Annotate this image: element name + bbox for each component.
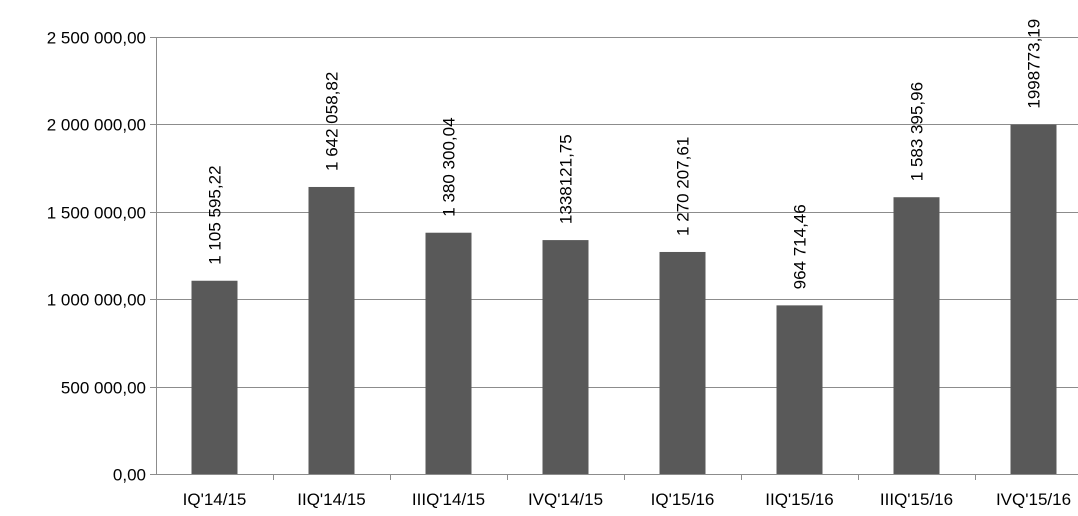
bar: [893, 197, 940, 474]
x-tick-label: IVQ'14/15: [528, 490, 603, 509]
bar: [659, 251, 706, 474]
y-tick-label: 0,00: [113, 466, 146, 485]
bars: [191, 124, 1057, 475]
data-label: 1 380 300,04: [440, 117, 459, 216]
bar: [191, 280, 238, 474]
x-tick-label: IIIQ'15/16: [880, 490, 953, 509]
data-label: 1 583 395,96: [908, 82, 927, 181]
x-tick-label: IIIQ'14/15: [412, 490, 485, 509]
x-tick-label: IIQ'14/15: [297, 490, 365, 509]
y-tick-label: 2 000 000,00: [47, 116, 146, 135]
x-tick-label: IVQ'15/16: [996, 490, 1071, 509]
y-axis: 0,00 500 000,00 1 000 000,00 1 500 000,00 2 …: [47, 29, 157, 485]
y-tick-label: 2 500 000,00: [47, 29, 146, 48]
data-label: 964 714,46: [791, 204, 810, 289]
data-label: 1 642 058,82: [323, 72, 342, 171]
bar: [1010, 124, 1057, 475]
bar: [308, 186, 355, 474]
x-tick-label: IQ'14/15: [183, 490, 247, 509]
data-label: 1998773,19: [1025, 19, 1044, 109]
data-label: 1 270 207,61: [674, 137, 693, 236]
bar: [425, 232, 472, 474]
x-axis: IQ'14/15 IIQ'14/15 IIIQ'14/15 IVQ'14/15 IQ'1…: [183, 474, 1071, 509]
gridlines: [150, 37, 1078, 475]
data-label: 1338121,75: [557, 134, 576, 224]
y-tick-label: 1 500 000,00: [47, 204, 146, 223]
y-tick-label: 1 000 000,00: [47, 291, 146, 310]
x-tick-label: IIQ'15/16: [765, 490, 833, 509]
y-tick-label: 500 000,00: [61, 379, 146, 398]
bar: [542, 240, 589, 474]
data-labels: 1 105 595,22 1 642 058,82 1 380 300,04 1338…: [206, 19, 1044, 290]
x-tick-label: IQ'15/16: [651, 490, 715, 509]
data-label: 1 105 595,22: [206, 165, 225, 264]
bar: [776, 305, 823, 474]
